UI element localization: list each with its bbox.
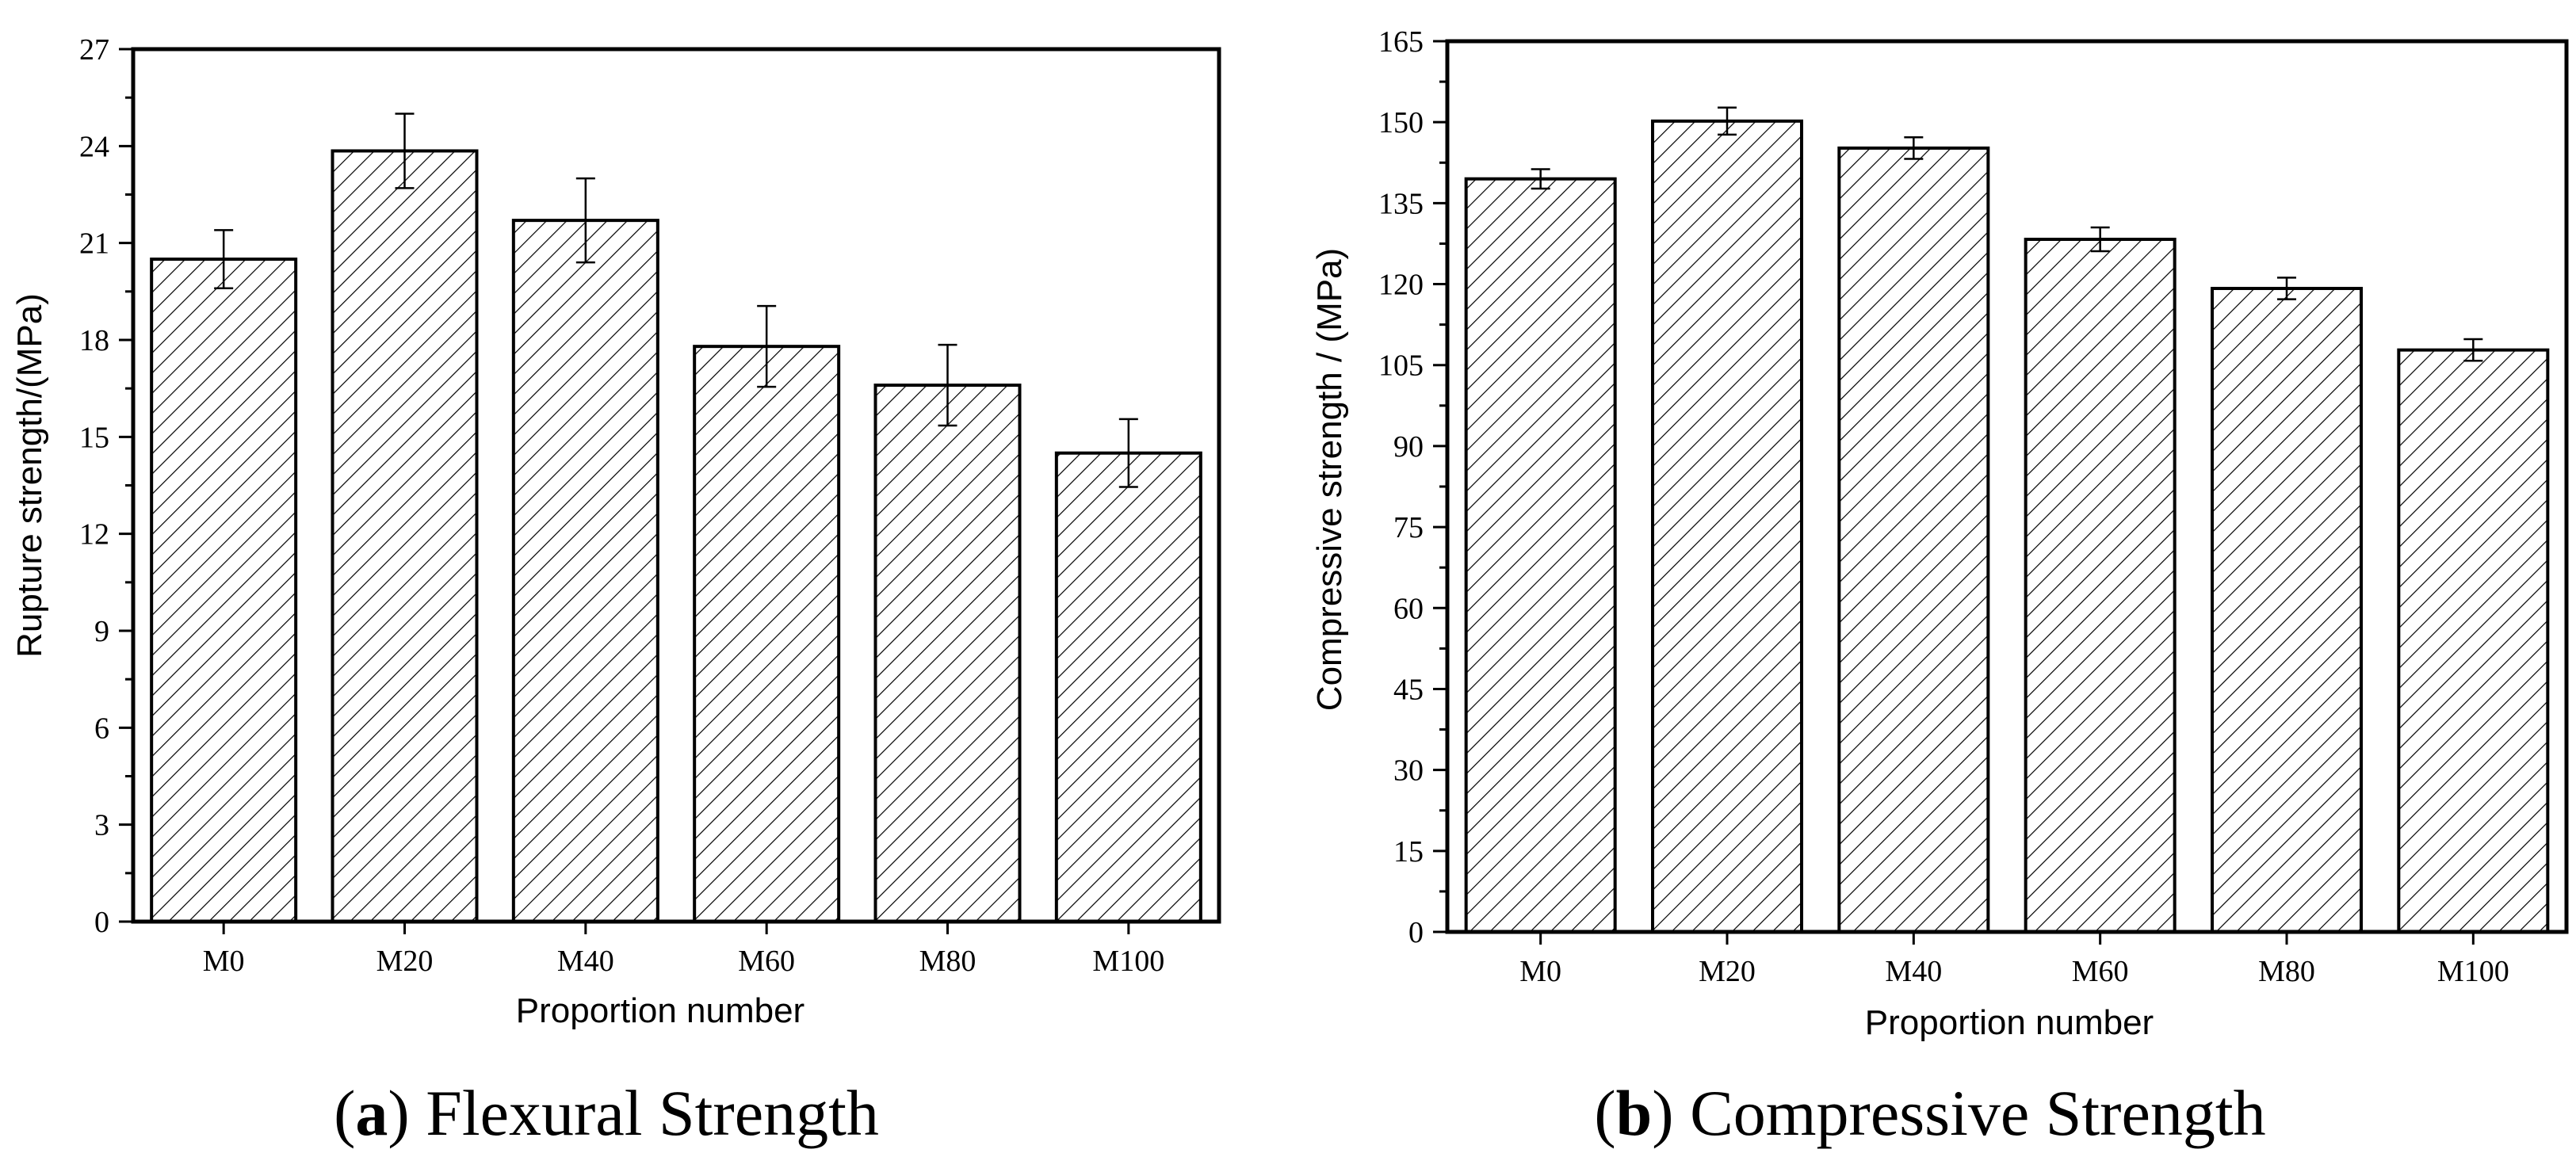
y-tick-label-a: 21 <box>79 227 109 261</box>
bar-b-m100 <box>2397 348 2550 933</box>
x-axis-title-a: Proportion number <box>516 991 805 1030</box>
y-tick-label-b: 90 <box>1393 430 1424 464</box>
y-tick-label-a: 15 <box>79 421 109 454</box>
y-tick-label-b: 30 <box>1393 754 1424 788</box>
y-tick-label-a: 6 <box>94 712 109 745</box>
caption-a: (a) Flexural Strength <box>334 1077 879 1149</box>
caption-b: (b) Compressive Strength <box>1594 1077 2265 1149</box>
y-tick-label-b: 105 <box>1378 349 1424 383</box>
plot-frame-b <box>1445 39 2569 934</box>
y-tick-label-b: 60 <box>1393 592 1424 625</box>
y-tick-label-a: 27 <box>79 33 109 67</box>
compressive-strength-chart: Compressive strength / (MPa) Proportion … <box>1310 25 2569 1149</box>
bar-a-m80 <box>873 384 1022 924</box>
x-tick-label-a-m60: M60 <box>738 945 795 978</box>
x-tick-label-b-m40: M40 <box>1885 955 1942 988</box>
x-tick-label-b-m100: M100 <box>2437 955 2509 988</box>
bar-a-m0 <box>150 258 298 923</box>
y-tick-label-a: 12 <box>79 518 109 552</box>
y-tick-label-b: 135 <box>1378 187 1424 220</box>
y-tick-label-b: 15 <box>1393 835 1424 869</box>
y-axis-title-a: Rupture strength/(MPa) <box>10 293 49 658</box>
y-tick-label-a: 9 <box>94 615 109 648</box>
y-tick-label-a: 0 <box>94 906 109 939</box>
y-tick-label-a: 3 <box>94 809 109 842</box>
x-tick-label-a-m80: M80 <box>919 945 977 978</box>
y-tick-label-b: 45 <box>1393 673 1424 706</box>
x-tick-label-b-m80: M80 <box>2258 955 2315 988</box>
bar-a-m20 <box>331 149 479 923</box>
y-tick-label-b: 120 <box>1378 269 1424 302</box>
bar-b-m80 <box>2211 286 2363 933</box>
x-tick-label-a-m0: M0 <box>203 945 245 978</box>
caption-text-b: Compressive Strength <box>1690 1077 2266 1149</box>
x-tick-label-a-m20: M20 <box>376 945 434 978</box>
plot-frame-a <box>131 47 1221 924</box>
flexural-strength-chart: Rupture strength/(MPa) Proportion number… <box>10 33 1221 1149</box>
bar-a-m60 <box>693 345 841 923</box>
caption-letter-a: a <box>355 1077 388 1149</box>
x-tick-label-b-m60: M60 <box>2072 955 2129 988</box>
bar-b-m0 <box>1464 177 1617 933</box>
y-tick-label-a: 24 <box>79 130 109 163</box>
x-tick-label-a-m40: M40 <box>557 945 614 978</box>
y-axis-title-b: Compressive strength / (MPa) <box>1310 248 1349 711</box>
y-tick-label-b: 150 <box>1378 106 1424 139</box>
x-tick-label-b-m20: M20 <box>1699 955 1756 988</box>
caption-text-a: Flexural Strength <box>426 1077 879 1149</box>
bar-a-m100 <box>1054 451 1202 923</box>
y-tick-label-b: 165 <box>1378 25 1424 59</box>
bar-b-m60 <box>2024 238 2177 934</box>
y-tick-label-b: 0 <box>1408 916 1424 949</box>
x-tick-label-b-m0: M0 <box>1519 955 1561 988</box>
caption-letter-b: b <box>1616 1077 1653 1149</box>
bar-b-m20 <box>1651 119 1803 933</box>
bar-b-m40 <box>1837 146 1990 933</box>
x-tick-label-a-m100: M100 <box>1092 945 1164 978</box>
y-tick-label-a: 18 <box>79 324 109 357</box>
bar-a-m40 <box>511 219 659 924</box>
y-tick-label-b: 75 <box>1393 511 1424 544</box>
x-axis-title-b: Proportion number <box>1865 1003 2154 1042</box>
